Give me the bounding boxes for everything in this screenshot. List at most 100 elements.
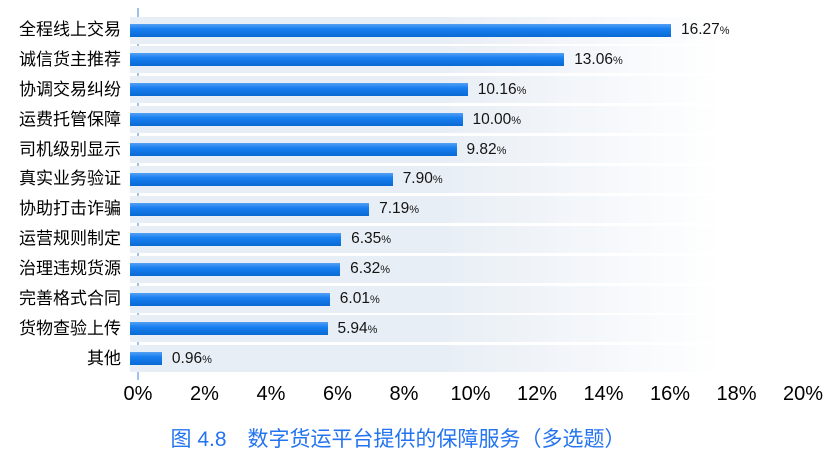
value-number: 6.35 [351, 230, 382, 248]
value-label: 16.27% [681, 15, 730, 47]
value-label: 13.06% [574, 45, 623, 77]
bar [130, 113, 463, 127]
bar-row: 完善格式合同 6.01% [0, 284, 820, 314]
bar-row: 协助打击诈骗 7.19% [0, 194, 820, 224]
category-label: 司机级别显示 [19, 139, 121, 159]
bar-row: 治理违规货源 6.32% [0, 254, 820, 284]
value-number: 9.82 [466, 140, 497, 158]
value-number: 5.94 [337, 319, 368, 337]
value-label: 0.96% [172, 344, 212, 376]
bar-plot-cell: 6.35% [130, 224, 820, 254]
category-label: 真实业务验证 [19, 169, 121, 189]
value-number: 16.27 [681, 21, 720, 38]
bar [130, 83, 468, 97]
bar [130, 232, 342, 246]
bar [130, 172, 393, 186]
category-label: 货物查验上传 [19, 318, 121, 338]
bar-plot-cell: 13.06% [130, 45, 820, 75]
bar-plot-cell: 9.82% [130, 135, 820, 165]
value-label: 10.00% [473, 105, 522, 137]
bar-row: 其他 0.96% [0, 344, 820, 374]
percent-sign: % [409, 204, 420, 217]
bar-plot-cell: 0.96% [130, 344, 820, 374]
bar-row: 运费托管保障 10.00% [0, 105, 820, 135]
percent-sign: % [511, 114, 522, 127]
bar-row: 协调交易纠纷 10.16% [0, 75, 820, 105]
bar-plot-cell: 6.01% [130, 284, 820, 314]
bar-plot-cell: 16.27% [130, 15, 820, 45]
x-axis: 0% 2% 4% 6% 8% 10% 12% 14% 16% 18% 20% [124, 383, 823, 407]
bar [130, 262, 341, 276]
category-label: 运营规则制定 [19, 229, 121, 249]
bar-row: 货物查验上传 5.94% [0, 314, 820, 344]
bar-row: 真实业务验证 7.90% [0, 164, 820, 194]
value-label: 6.35% [351, 224, 391, 256]
percent-sign: % [612, 54, 623, 67]
category-label: 协助打击诈骗 [19, 199, 121, 219]
bar-plot-cell: 6.32% [130, 254, 820, 284]
bar-plot-cell: 10.16% [130, 75, 820, 105]
value-number: 7.90 [402, 170, 433, 188]
bar [130, 202, 370, 216]
category-label: 全程线上交易 [19, 20, 121, 39]
bar-plot-cell: 5.94% [130, 314, 820, 344]
x-axis-tick-label: 18% [716, 383, 757, 405]
x-axis-tick-label: 10% [450, 383, 491, 405]
bar-row: 司机级别显示 9.82% [0, 135, 820, 165]
value-label: 10.16% [478, 75, 527, 107]
bar [130, 352, 162, 366]
category-label: 治理违规货源 [19, 259, 121, 279]
value-label: 9.82% [467, 135, 507, 167]
figure-caption: 图 4.8 数字货运平台提供的保障服务（多选题） [170, 428, 626, 451]
percent-sign: % [380, 264, 391, 277]
bar-plot-cell: 7.19% [130, 194, 820, 224]
bar [130, 53, 565, 67]
x-axis-tick-label: 2% [190, 383, 219, 405]
bar-plot-cell: 7.90% [130, 164, 820, 194]
category-label: 完善格式合同 [19, 289, 121, 309]
bar [130, 292, 330, 306]
x-axis-tick-label: 0% [123, 383, 153, 405]
bar [130, 322, 328, 336]
x-axis-tick-label: 4% [256, 383, 286, 405]
bar-row: 全程线上交易 16.27% [0, 15, 820, 45]
value-number: 6.01 [339, 290, 370, 308]
percent-sign: % [432, 174, 443, 187]
y-axis-line [137, 8, 139, 380]
category-label: 诚信货主推荐 [19, 49, 121, 69]
category-label: 运费托管保障 [19, 109, 121, 129]
value-number: 7.19 [379, 200, 410, 218]
percent-sign: % [516, 84, 527, 97]
x-axis-tick-label: 6% [323, 383, 352, 405]
value-number: 6.32 [350, 260, 381, 278]
x-axis-tick-label: 12% [516, 383, 558, 405]
x-axis-tick-label: 8% [389, 383, 419, 405]
value-number: 10.16 [477, 80, 517, 98]
x-axis-tick-label: 20% [782, 383, 824, 405]
value-label: 6.32% [350, 254, 390, 286]
bar-row: 诚信货主推荐 13.06% [0, 45, 820, 75]
value-label: 6.01% [340, 284, 380, 316]
bar-track [130, 345, 820, 373]
category-label: 协调交易纠纷 [19, 79, 121, 99]
x-axis-tick-label: 14% [583, 383, 624, 405]
value-label: 7.90% [403, 164, 443, 196]
bar [130, 23, 671, 37]
bar-plot-cell: 10.00% [130, 105, 820, 135]
percent-sign: % [369, 294, 380, 307]
bar-row: 运营规则制定 6.35% [0, 224, 820, 254]
bar [130, 143, 457, 157]
percent-sign: % [719, 25, 730, 37]
percent-sign: % [381, 234, 392, 247]
value-number: 13.06 [574, 50, 613, 68]
percent-sign: % [496, 144, 507, 157]
bar-rows: 全程线上交易 16.27% 诚信货主推荐 13.06% 协调交易纠纷 10.16… [0, 15, 820, 374]
x-axis-tick-label: 16% [649, 383, 691, 405]
value-number: 0.96 [171, 349, 203, 367]
category-label: 其他 [87, 348, 121, 368]
value-label: 7.19% [379, 194, 419, 226]
percent-sign: % [202, 353, 212, 366]
value-number: 10.00 [472, 110, 512, 128]
value-label: 5.94% [338, 314, 378, 346]
